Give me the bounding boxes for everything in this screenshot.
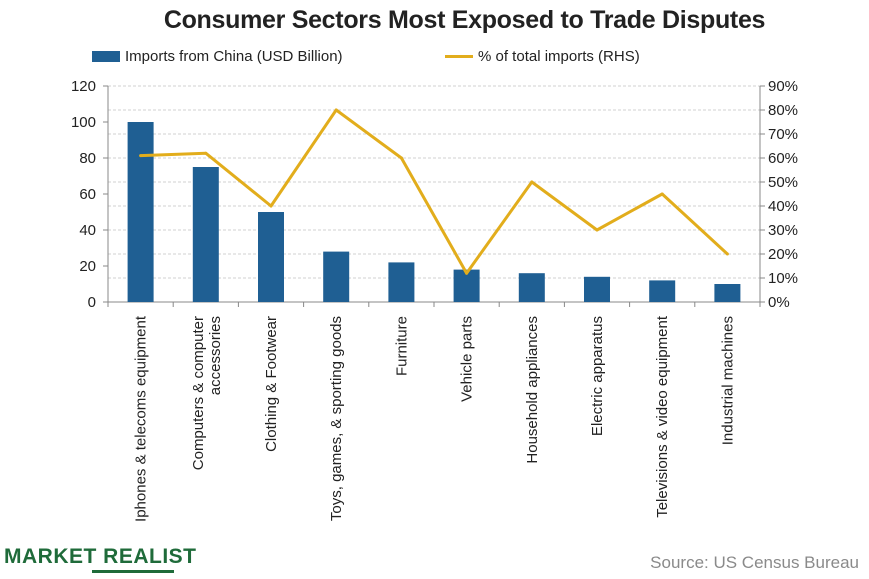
legend-label-line: % of total imports (RHS) [478,48,640,65]
pct-point [139,154,143,158]
category-label: Clothing & Footwear [263,316,280,452]
category-label-line: Televisions & video equipment [654,315,671,518]
bar [518,273,545,302]
brand-underline [92,570,174,573]
category-label-line: Vehicle parts [459,316,476,402]
category-label-line: accessories [207,316,224,395]
category-label: Televisions & video equipment [654,315,671,518]
category-label-line: Clothing & Footwear [263,316,280,452]
pct-point [660,192,664,196]
pct-point [725,252,729,256]
legend-item-bar: Imports from China (USD Billion) [92,48,343,65]
bar [323,251,350,302]
y-right-tick-label: 30% [768,222,798,239]
pct-point [334,108,338,112]
y-right-tick-label: 50% [768,174,798,191]
y-left-tick-label: 20 [79,258,96,275]
y-left-tick-label: 80 [79,150,96,167]
pct-point [399,156,403,160]
category-label-line: Household appliances [524,316,541,464]
y-right-tick-label: 60% [768,150,798,167]
y-right-tick-label: 80% [768,102,798,119]
brand-name: MARKET REALIST [4,545,197,568]
source-note: Source: US Census Bureau [650,553,859,572]
pct-point [595,228,599,232]
category-label-line: Computers & computer [190,316,207,470]
bar [649,280,676,302]
pct-point [204,151,208,155]
category-label: Industrial machines [719,316,736,445]
y-left-tick-label: 120 [71,78,96,95]
chart-title: Consumer Sectors Most Exposed to Trade D… [163,6,766,34]
pct-line [140,108,729,275]
category-label: Furniture [393,316,410,376]
bar [258,212,284,302]
y-right-tick-label: 40% [768,198,798,215]
legend-item-line: % of total imports (RHS) [445,48,640,65]
legend-swatch-line [445,55,473,58]
y-right-tick-label: 10% [768,270,798,287]
chart-legend: Imports from China (USD Billion) % of to… [0,48,869,70]
bar [453,269,480,302]
bar [192,167,219,302]
y-left-tick-label: 60 [79,186,96,203]
category-label: Toys, games, & sporting goods [328,316,345,521]
category-label-line: Iphones & telecoms equipment [133,315,150,522]
category-label: Computers & computeraccessories [190,316,224,470]
category-label-line: Furniture [393,316,410,376]
category-label-line: Industrial machines [719,316,736,445]
category-label: Vehicle parts [459,316,476,402]
bar [388,262,415,302]
bar [584,276,610,302]
pct-point [465,271,469,275]
bar [127,122,154,302]
legend-swatch-bar [92,51,120,62]
y-left-tick-label: 40 [79,222,96,239]
brand-logo: MARKET REALIST [4,545,197,573]
y-right-tick-label: 90% [768,78,798,95]
bar [714,284,741,302]
category-label-line: Electric apparatus [589,316,606,436]
y-left-tick-label: 100 [71,114,96,131]
category-label: Iphones & telecoms equipment [133,315,150,522]
pct-point [530,180,534,184]
category-label: Electric apparatus [589,316,606,436]
pct-point [269,204,273,208]
y-right-tick-label: 0% [768,294,790,311]
y-right-tick-label: 20% [768,246,798,263]
category-label-line: Toys, games, & sporting goods [328,316,345,521]
category-label: Household appliances [524,316,541,464]
y-right-tick-label: 70% [768,126,798,143]
y-left-tick-label: 0 [88,294,96,311]
legend-label-bar: Imports from China (USD Billion) [125,48,343,65]
